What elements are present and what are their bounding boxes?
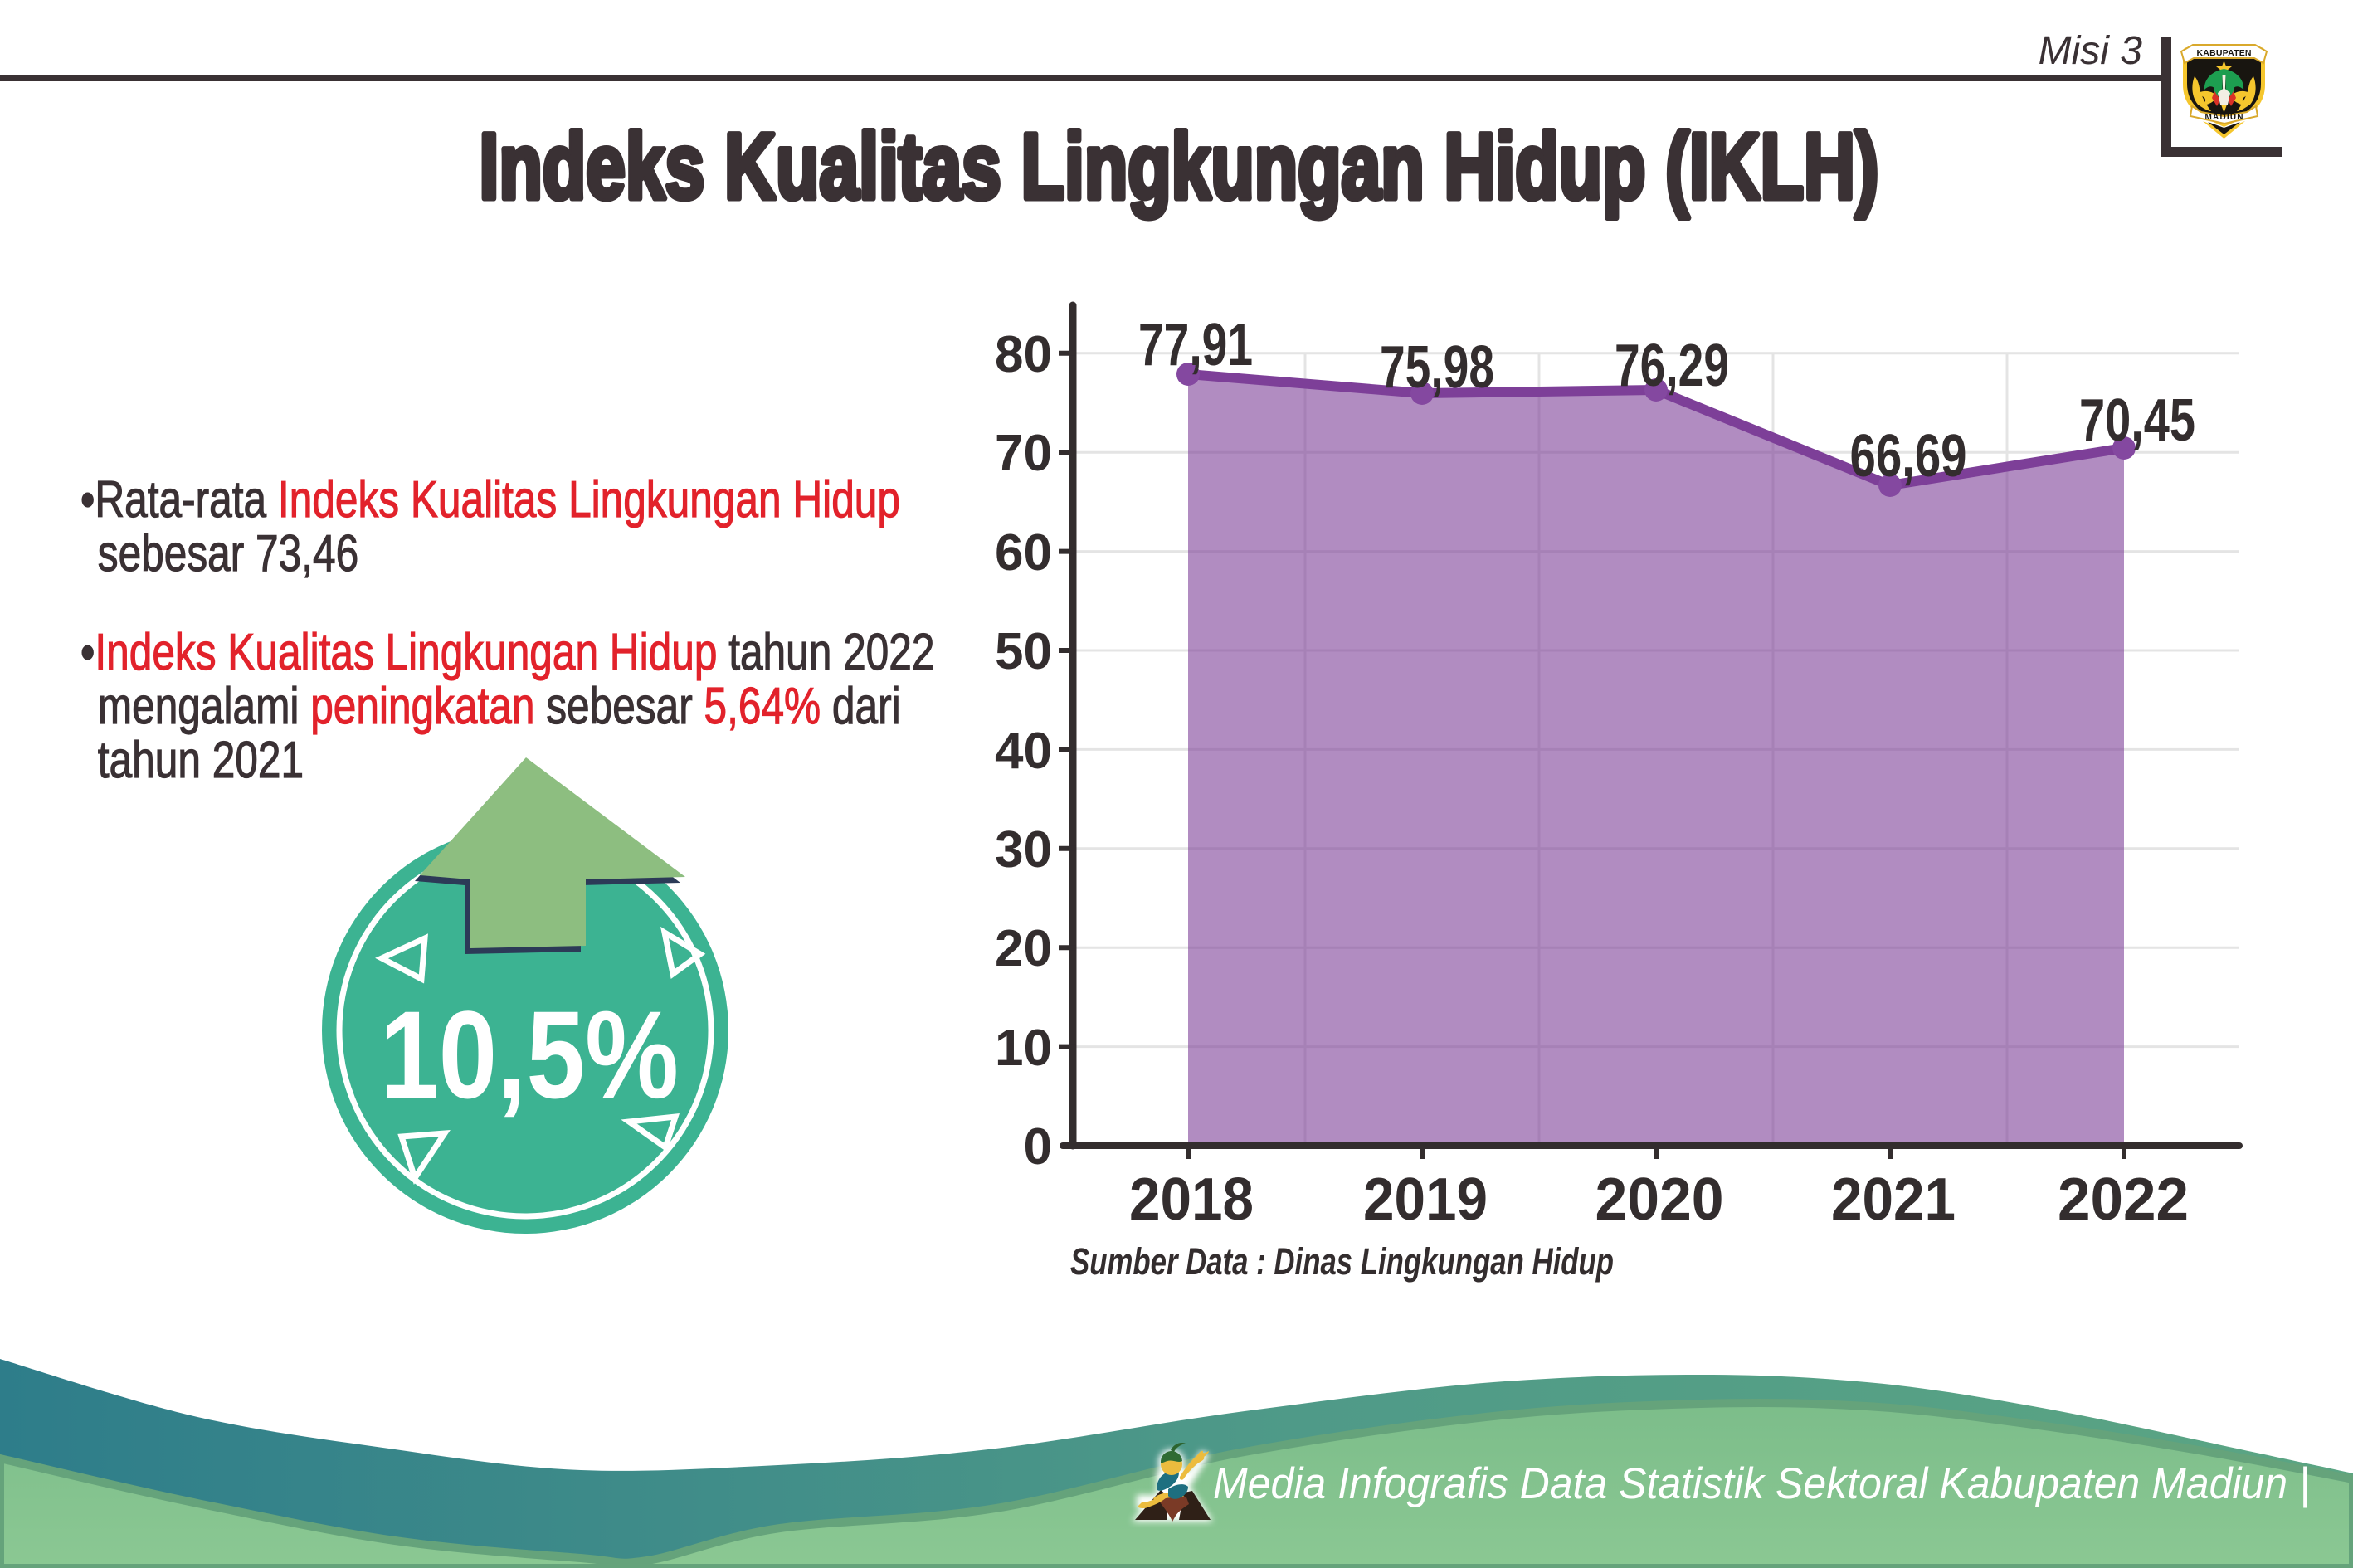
svg-text:40: 40 [995, 723, 1052, 780]
svg-text:66,69: 66,69 [1850, 423, 1967, 489]
svg-text:70,45: 70,45 [2079, 387, 2195, 454]
svg-text:50: 50 [995, 623, 1052, 680]
svg-text:Indeks Kualitas Lingkungan Hid: Indeks Kualitas Lingkungan Hidup (IKLH) [480, 114, 1879, 218]
svg-text:2019: 2019 [1363, 1166, 1488, 1233]
svg-text:80: 80 [995, 326, 1052, 383]
svg-text:70: 70 [995, 425, 1052, 482]
svg-text:2021: 2021 [1831, 1166, 1956, 1233]
svg-text:10,5%: 10,5% [380, 985, 679, 1124]
svg-text:30: 30 [995, 821, 1052, 879]
svg-text:MADIUN: MADIUN [2205, 113, 2243, 122]
svg-text:2022: 2022 [2058, 1166, 2189, 1233]
svg-text:10: 10 [995, 1020, 1052, 1077]
svg-text:2018: 2018 [1129, 1166, 1254, 1233]
svg-text:Sumber Data : Dinas Lingkungan: Sumber Data : Dinas Lingkungan Hidup [1070, 1240, 1614, 1283]
svg-text:76,29: 76,29 [1615, 333, 1729, 399]
svg-text:KABUPATEN: KABUPATEN [2197, 48, 2252, 58]
svg-text:20: 20 [995, 920, 1052, 977]
svg-text:75,98: 75,98 [1380, 334, 1494, 401]
svg-text:77,91: 77,91 [1138, 312, 1253, 378]
svg-text:60: 60 [995, 524, 1052, 582]
svg-text:0: 0 [1024, 1118, 1052, 1176]
svg-text:2020: 2020 [1595, 1166, 1724, 1233]
svg-text:Media Infografis Data Statisti: Media Infografis Data Statistik Sektoral… [1213, 1459, 2310, 1508]
